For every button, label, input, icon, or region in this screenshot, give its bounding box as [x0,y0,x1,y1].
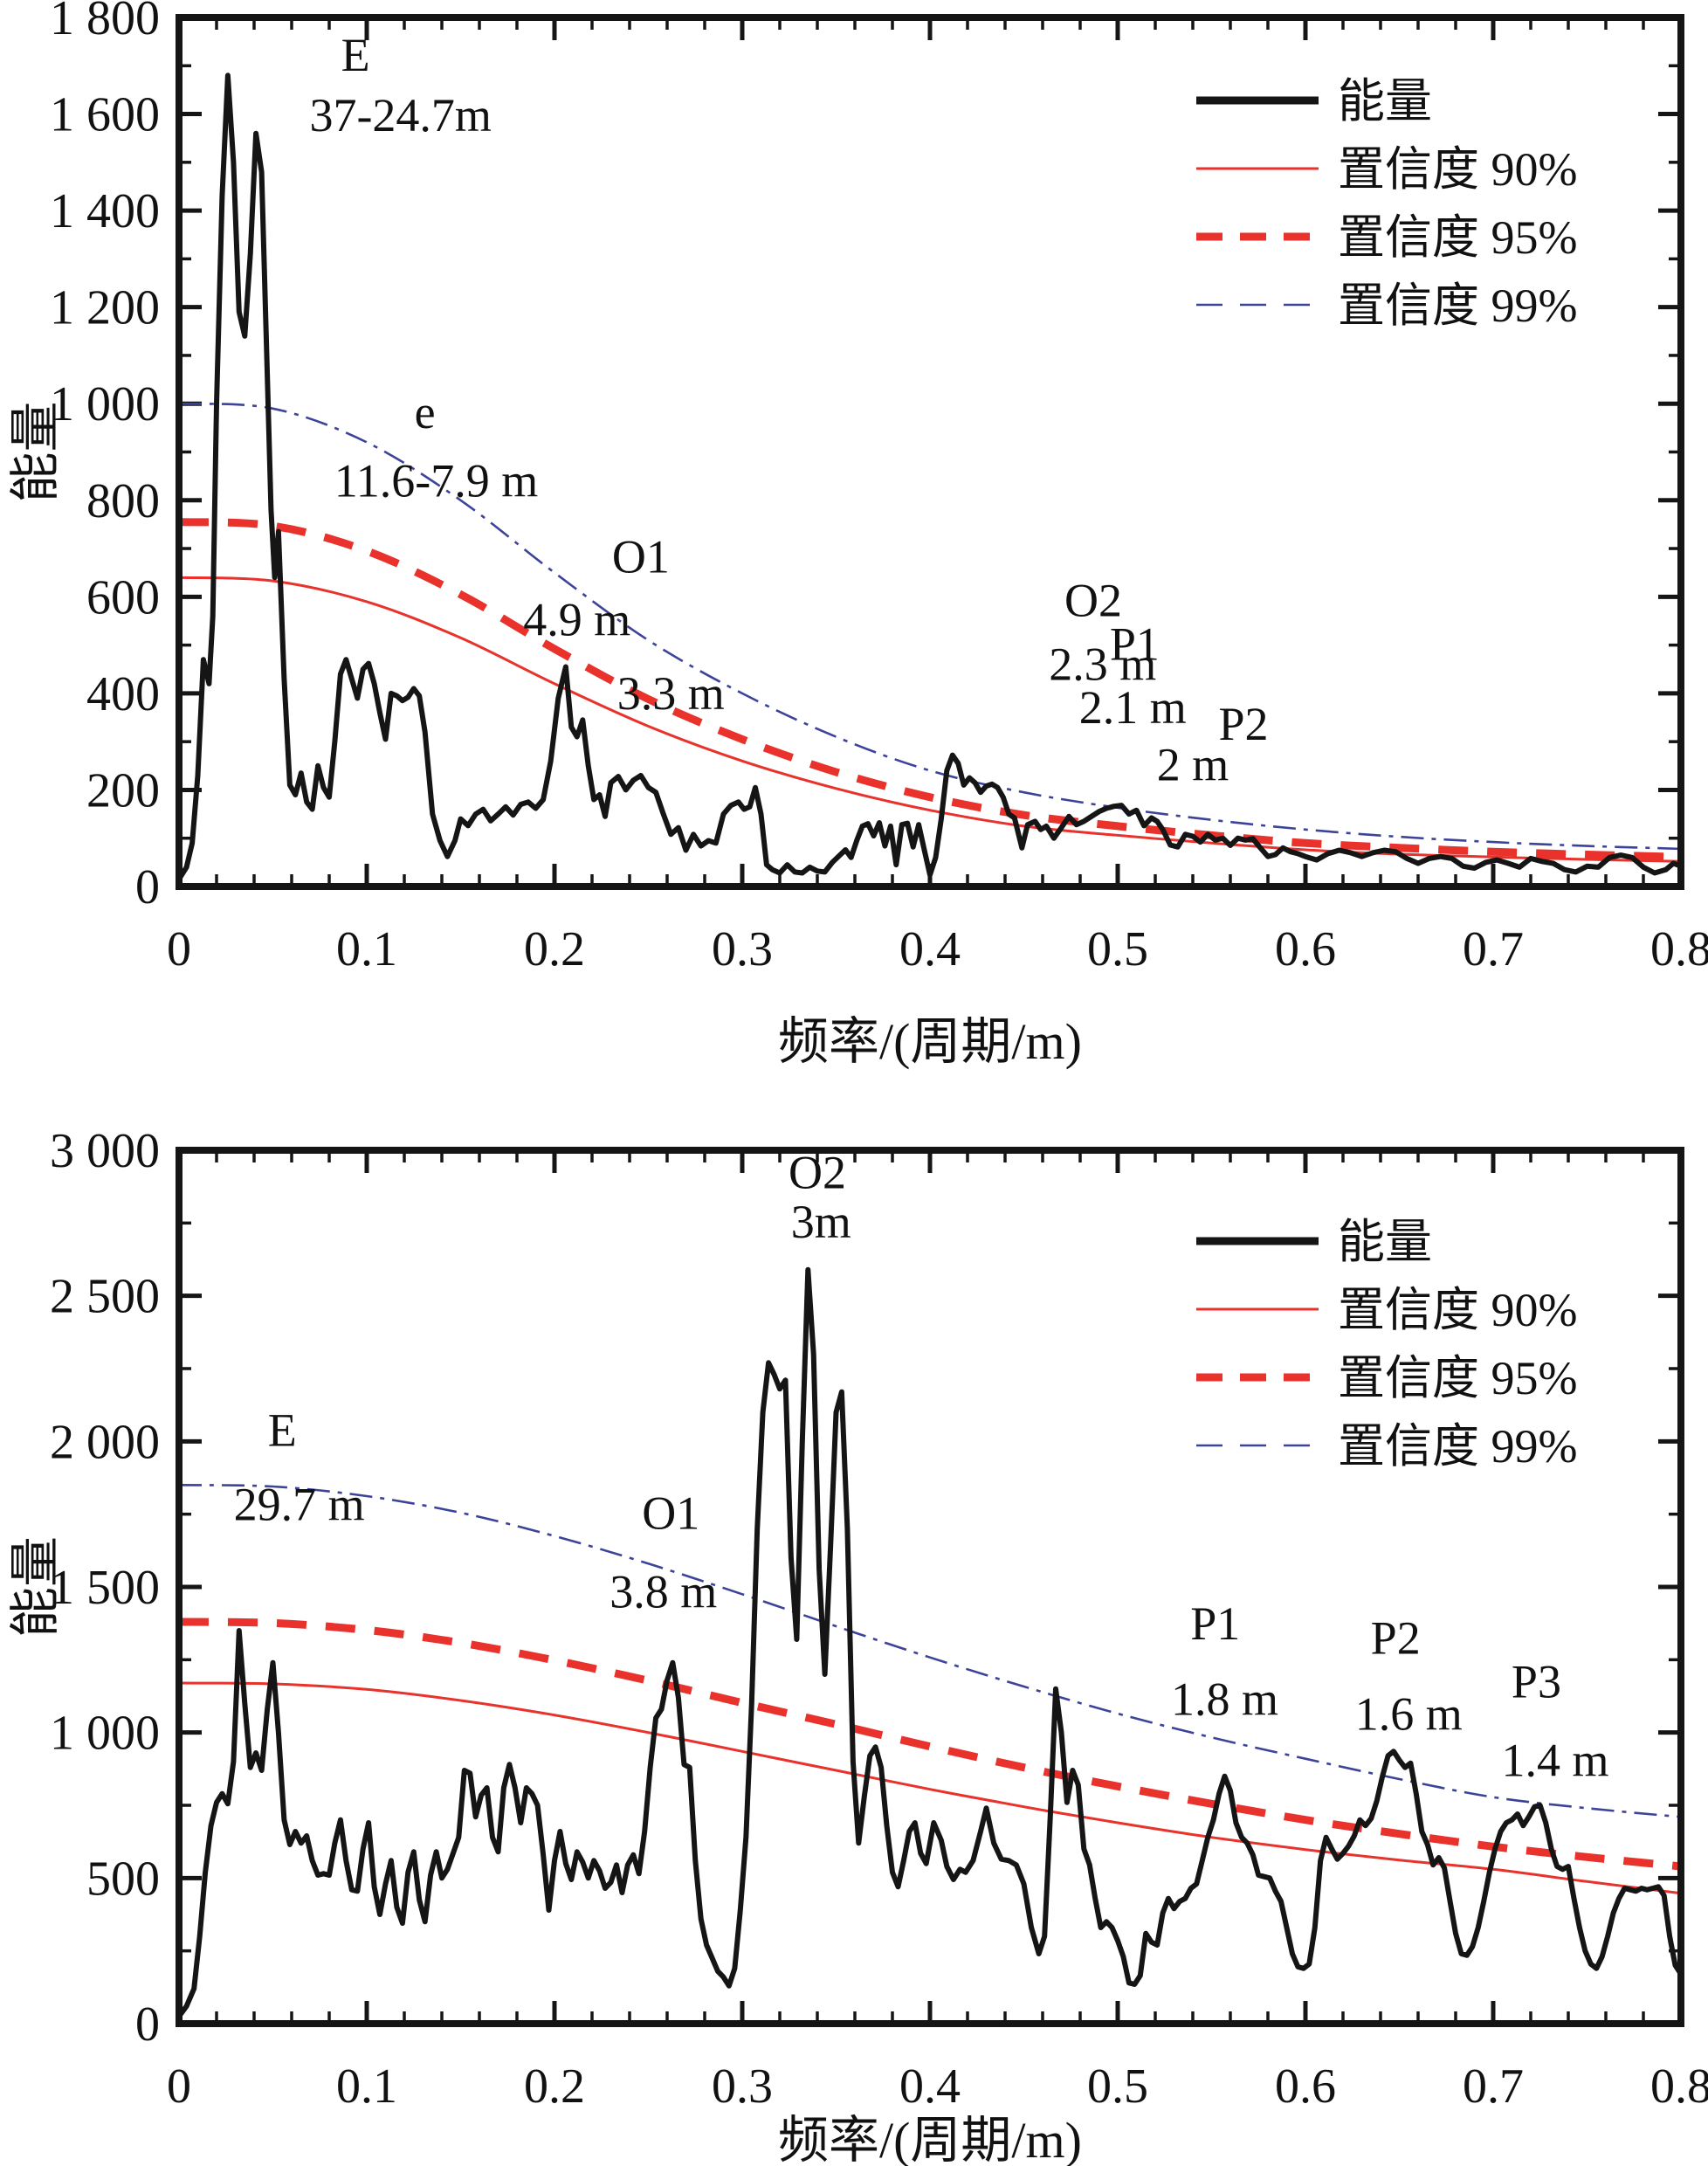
peak-annotation: 2.3 m [1049,638,1156,690]
chart-root: 0 0.1 0.2 0.3 0.4 0.5 0.6 0.7 0.8 0 500 1 000 1 500 2… [7,1124,1708,2166]
peak-annotation: P3 [1512,1656,1561,1708]
peak-annotation: 1.8 m [1171,1673,1278,1726]
x-tick-label: 0.3 [712,922,773,976]
legend-label: 置信度 95% [1338,1352,1577,1404]
legend-label: 置信度 99% [1338,279,1577,332]
plot-frame [176,14,1684,890]
conf90-curve [177,576,1683,863]
peak-annotation: 4.9 m [523,594,630,646]
x-tick-label: 0 [167,922,191,976]
conf99-curve [178,1484,1682,1818]
x-tick-label: 0.2 [524,2059,585,2114]
peak-annotation: 37-24.7m [309,89,492,141]
legend-label: 能量 [1338,75,1432,128]
spectrum-chart-top: 0 0.1 0.2 0.3 0.4 0.5 0.6 0.7 0.8 0 200 400 600 800 1 … [7,0,1708,1070]
plot-frame [176,1147,1684,2027]
legend-label: 置信度 99% [1338,1420,1577,1473]
y-tick-label: 1 500 [50,1561,160,1615]
peak-annotation: O2 [1064,574,1122,626]
peak-annotation: O1 [612,531,670,583]
legend-label: 能量 [1338,1216,1432,1268]
y-tick-label: 3 000 [50,1124,160,1178]
conf90-curve [177,1681,1683,1895]
y-tick-label: 0 [135,1997,160,2052]
y-tick-label: 600 [86,570,160,624]
peak-annotation: P2 [1219,698,1269,750]
x-tick-label: 0.4 [899,2059,961,2114]
top-chart-svg: 0 0.1 0.2 0.3 0.4 0.5 0.6 0.7 0.8 0 200 400 600 800 1 … [7,0,1708,1070]
x-axis-title: 频率/(周期/m) [778,2112,1082,2166]
peak-annotation: 1.6 m [1355,1687,1463,1740]
y-tick-label: 1 000 [50,377,160,431]
energy-curve [176,72,1684,882]
x-tick-label: 0.2 [524,922,585,976]
y-tick-label: 200 [86,763,160,817]
peak-annotation: 29.7 m [234,1478,365,1530]
tick-labels: 0 0.1 0.2 0.3 0.4 0.5 0.6 0.7 0.8 0 200 400 600 800 1 … [50,0,1708,976]
conf95-curve [178,518,1682,861]
peak-annotation: 1.4 m [1501,1735,1608,1787]
y-tick-label: 1 600 [50,88,160,142]
x-tick-label: 0.1 [336,922,397,976]
y-tick-label: 1 400 [50,184,160,238]
peak-annotation: P1 [1190,1597,1240,1650]
y-tick-label: 1 000 [50,1707,160,1761]
peak-annotation: P1 [1110,618,1160,671]
chart-root: 0 0.1 0.2 0.3 0.4 0.5 0.6 0.7 0.8 0 200 400 600 800 1 … [7,0,1708,1070]
y-tick-label: 500 [86,1852,160,1906]
x-tick-label: 0.5 [1087,922,1148,976]
series-group [176,1266,1684,2019]
y-tick-label: 800 [86,474,160,528]
peak-annotation: 11.6-7.9 m [334,454,538,507]
peak-annotation: 2.1 m [1079,681,1187,734]
y-axis-title: 能量 [7,1536,64,1638]
peak-annotation: E [341,29,370,81]
peak-annotation: 2 m [1157,738,1229,790]
x-tick-label: 0 [167,2059,191,2114]
y-tick-label: 1 800 [50,0,160,45]
x-tick-label: 0.5 [1087,2059,1148,2114]
y-tick-label: 2 000 [50,1415,160,1469]
bottom-chart-svg: 0 0.1 0.2 0.3 0.4 0.5 0.6 0.7 0.8 0 500 1 000 1 500 2… [7,1124,1708,2166]
x-tick-label: 0.8 [1650,922,1708,976]
energy-curve [176,1266,1684,2019]
x-tick-label: 0.3 [712,2059,773,2114]
x-tick-label: 0.6 [1275,2059,1336,2114]
peak-annotation: P2 [1371,1612,1421,1665]
x-tick-label: 0.1 [336,2059,397,2114]
legend-label: 置信度 95% [1338,211,1577,264]
series-group [176,72,1684,882]
peak-annotation: 3m [791,1196,851,1248]
conf99-curve [178,402,1682,851]
y-tick-label: 400 [86,667,160,721]
peak-annotation: 3.8 m [610,1565,717,1618]
peak-annotation: O1 [642,1487,699,1539]
x-tick-label: 0.6 [1275,922,1336,976]
y-tick-label: 0 [135,860,160,914]
x-tick-label: 0.7 [1463,922,1524,976]
x-tick-label: 0.4 [899,922,961,976]
peak-annotation: O2 [789,1146,846,1198]
peak-annotation: e [415,386,436,438]
legend-label: 置信度 90% [1338,1284,1577,1336]
tick-labels: 0 0.1 0.2 0.3 0.4 0.5 0.6 0.7 0.8 0 500 1 000 1 500 2… [50,1124,1708,2114]
peak-annotation: E [268,1404,297,1456]
spectrum-chart-bottom: 0 0.1 0.2 0.3 0.4 0.5 0.6 0.7 0.8 0 500 1 000 1 500 2… [0,1097,1708,2166]
legend-label: 置信度 90% [1338,143,1577,196]
conf95-curve [178,1618,1682,1871]
y-tick-label: 2 500 [50,1270,160,1324]
x-tick-label: 0.7 [1463,2059,1524,2114]
y-tick-label: 1 200 [50,281,160,335]
x-axis-title: 频率/(周期/m) [778,1013,1082,1070]
x-tick-label: 0.8 [1650,2059,1708,2114]
peak-annotation: 3.3 m [617,667,725,720]
y-axis-title: 能量 [7,401,64,502]
